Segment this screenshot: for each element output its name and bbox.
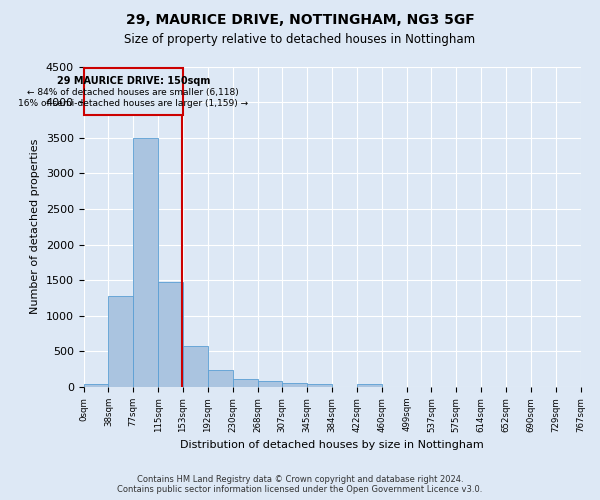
Bar <box>158 282 183 387</box>
Text: ← 84% of detached houses are smaller (6,118): ← 84% of detached houses are smaller (6,… <box>28 88 239 97</box>
Bar <box>133 138 158 387</box>
Bar <box>283 383 307 387</box>
Bar <box>307 384 332 387</box>
Bar <box>83 384 109 387</box>
Text: 29 MAURICE DRIVE: 150sqm: 29 MAURICE DRIVE: 150sqm <box>56 76 210 86</box>
Text: Size of property relative to detached houses in Nottingham: Size of property relative to detached ho… <box>124 32 476 46</box>
Bar <box>357 384 382 387</box>
Bar <box>208 370 233 387</box>
FancyBboxPatch shape <box>83 68 183 115</box>
Y-axis label: Number of detached properties: Number of detached properties <box>30 139 40 314</box>
Text: 29, MAURICE DRIVE, NOTTINGHAM, NG3 5GF: 29, MAURICE DRIVE, NOTTINGHAM, NG3 5GF <box>125 12 475 26</box>
Bar <box>183 346 208 387</box>
X-axis label: Distribution of detached houses by size in Nottingham: Distribution of detached houses by size … <box>180 440 484 450</box>
Bar <box>109 296 133 387</box>
Text: 16% of semi-detached houses are larger (1,159) →: 16% of semi-detached houses are larger (… <box>18 98 248 108</box>
Bar <box>257 382 283 387</box>
Bar <box>233 379 257 387</box>
Text: Contains HM Land Registry data © Crown copyright and database right 2024.
Contai: Contains HM Land Registry data © Crown c… <box>118 474 482 494</box>
